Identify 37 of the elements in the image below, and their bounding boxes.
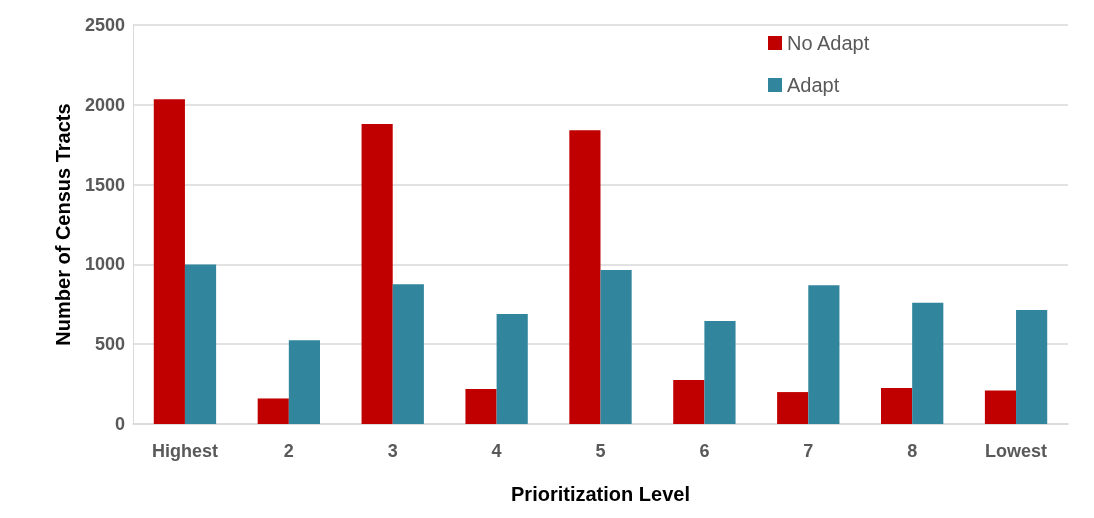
y-tick-label: 1000 bbox=[84, 254, 125, 275]
bar bbox=[361, 123, 393, 424]
x-tick-label: 5 bbox=[595, 441, 606, 461]
bar bbox=[704, 321, 736, 424]
x-tick-label: Lowest bbox=[985, 441, 1048, 461]
x-tick-label: 3 bbox=[387, 441, 398, 461]
x-tick-label: 6 bbox=[699, 441, 710, 461]
bar bbox=[600, 269, 632, 424]
bar bbox=[465, 388, 497, 424]
x-tick-label: 7 bbox=[803, 441, 814, 461]
legend-label: Adapt bbox=[787, 74, 840, 96]
bar bbox=[881, 388, 913, 424]
bar bbox=[153, 99, 185, 424]
y-tick-label: 0 bbox=[114, 414, 125, 434]
bar bbox=[392, 284, 424, 424]
x-axis-title: Prioritization Level bbox=[511, 483, 690, 505]
x-tick-label: Highest bbox=[151, 441, 218, 461]
y-axis-title: Number of Census Tracts bbox=[52, 103, 74, 346]
bar bbox=[257, 398, 289, 424]
bar bbox=[1016, 309, 1048, 424]
x-tick-label: 8 bbox=[907, 441, 918, 461]
bar bbox=[569, 130, 601, 424]
x-tick-label: 4 bbox=[491, 441, 502, 461]
bar bbox=[984, 390, 1017, 424]
x-tick-label: 2 bbox=[283, 441, 294, 461]
bar bbox=[673, 380, 705, 424]
bar bbox=[288, 340, 320, 424]
y-tick-label: 500 bbox=[94, 334, 125, 355]
bar bbox=[808, 285, 840, 424]
bar bbox=[912, 302, 944, 424]
bar bbox=[184, 264, 217, 424]
y-tick-label: 2000 bbox=[84, 94, 125, 115]
bar bbox=[496, 313, 528, 424]
y-tick-label: 2500 bbox=[84, 15, 125, 35]
legend-label: No Adapt bbox=[787, 32, 870, 54]
y-tick-label: 1500 bbox=[84, 174, 125, 195]
bar bbox=[777, 392, 809, 424]
